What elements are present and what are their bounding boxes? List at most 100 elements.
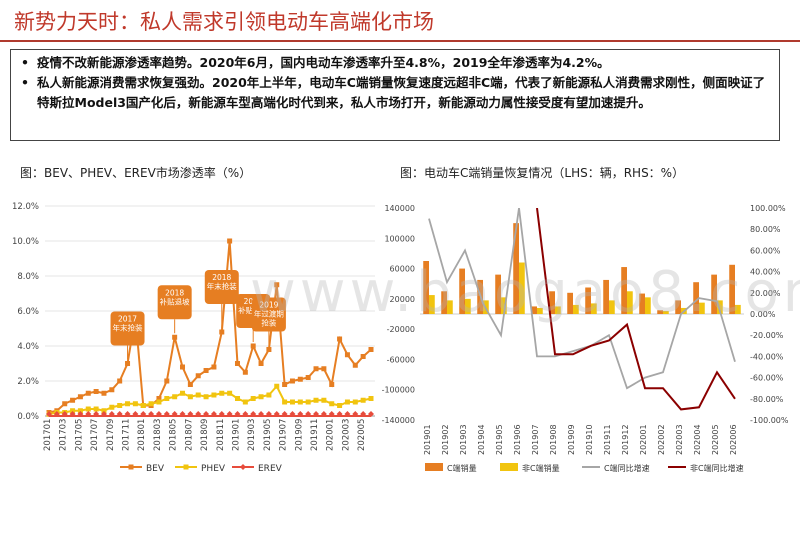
chart2-ytick-left-label: -20000: [387, 325, 415, 334]
chart1-point-erev: [336, 411, 343, 417]
chart1-annotation-text: 年末抢装: [113, 323, 143, 333]
chart1-point-erev: [46, 411, 52, 417]
chart1-annotation-text: 补贴退坡: [160, 296, 190, 306]
chart1-annotation-text: 抢装: [261, 318, 276, 328]
chart2-bar-nonc: [717, 300, 723, 314]
chart1-point-bev: [368, 347, 374, 352]
chart2-ytick-right-label: -80.00%: [750, 395, 784, 404]
chart2-xtick-label: 202005: [711, 424, 720, 455]
chart1-point-bev: [70, 397, 76, 403]
chart2-xtick-label: 201909: [567, 424, 576, 455]
chart1-point-bev: [77, 394, 83, 400]
chart1-xtick-label: 201705: [74, 419, 84, 451]
chart1-annotation-text: 年过渡期: [254, 309, 284, 319]
chart2-bar-c: [513, 223, 519, 314]
chart2-legend-label: C端同比增速: [604, 463, 650, 473]
chart1-point-bev: [313, 366, 319, 372]
chart2-legend-label: C端销量: [447, 463, 477, 473]
chart1-point-bev: [156, 396, 162, 401]
chart2-ytick-right-label: -100.00%: [750, 416, 789, 425]
chart1-point-phev: [203, 394, 209, 400]
chart1-point-phev: [329, 401, 335, 407]
chart1-point-erev: [132, 411, 139, 417]
chart1-annotation-text: 年末抢装: [207, 281, 237, 291]
chart1-point-erev: [328, 411, 335, 417]
chart1-point-erev: [352, 411, 359, 417]
chart1-point-bev: [187, 382, 193, 387]
chart2-xtick-label: 202001: [639, 424, 648, 455]
chart1-point-bev: [266, 347, 272, 352]
chart1-ytick-label: 6.0%: [17, 307, 39, 317]
chart1-point-erev: [344, 411, 351, 417]
chart1-point-phev: [344, 399, 350, 405]
chart2-bar-c: [459, 268, 465, 314]
chart1-xtick-label: 201803: [153, 419, 163, 451]
chart1-point-erev: [203, 411, 210, 417]
chart2-xtick-label: 201904: [477, 424, 486, 455]
chart1-point-erev: [195, 411, 202, 417]
chart1-point-phev: [85, 406, 91, 412]
chart1-point-phev: [313, 397, 319, 403]
chart1-point-phev: [274, 383, 280, 389]
chart1-xtick-label: 202005: [357, 419, 367, 451]
chart2-xtick-label: 201906: [513, 424, 522, 455]
chart1-legend-marker: [240, 464, 246, 470]
chart2-ytick-right-label: 40.00%: [750, 268, 781, 277]
chart1-point-bev: [219, 329, 225, 335]
chart1-point-erev: [368, 411, 374, 417]
chart1-point-phev: [180, 390, 186, 396]
chart1-point-bev: [360, 354, 366, 359]
chart1-point-erev: [289, 411, 296, 417]
chart1-point-bev: [250, 343, 256, 349]
chart1-point-bev: [211, 364, 217, 370]
title-divider: [0, 40, 800, 42]
chart2-bar-nonc: [663, 310, 669, 314]
chart1-point-phev: [289, 399, 295, 405]
chart1-point-bev: [85, 390, 91, 396]
chart1-point-phev: [109, 404, 115, 410]
chart1-point-phev: [211, 392, 217, 398]
chart1-point-erev: [313, 411, 320, 417]
chart1-point-bev: [164, 378, 170, 384]
chart1-point-phev: [125, 401, 131, 407]
chart2-bar-nonc: [447, 300, 453, 314]
chart1-point-bev: [62, 401, 68, 407]
chart1-point-phev: [234, 396, 240, 401]
chart2-xtick-label: 202002: [657, 424, 666, 455]
chart1-point-bev: [93, 389, 99, 394]
chart2-bar-nonc: [501, 297, 507, 314]
chart2-bar-nonc: [735, 304, 741, 314]
chart2-bar-nonc: [645, 297, 651, 314]
chart2-line-layer: [428, 208, 736, 411]
watermark: www.baogao8.com: [250, 260, 800, 325]
chart1-point-erev: [77, 411, 84, 417]
chart1-point-erev: [93, 411, 100, 417]
chart1-ytick-label: 12.0%: [12, 202, 39, 212]
chart1-point-phev: [352, 399, 358, 405]
chart1-point-bev: [242, 369, 248, 375]
chart2-series-line-nonc-yoy: [536, 208, 736, 411]
chart1-annotation-box: [204, 270, 239, 304]
chart1-legend-label: PHEV: [201, 464, 226, 474]
chart2-ytick-right-label: -20.00%: [750, 331, 784, 340]
chart2-xtick-label: 201908: [549, 424, 558, 455]
chart1-point-bev: [203, 368, 209, 373]
chart1-point-phev: [156, 399, 162, 405]
chart2-xtick-label: 201910: [585, 424, 594, 455]
chart1-xtick-label: 201909: [294, 419, 304, 451]
chart1-legend-label: BEV: [146, 464, 165, 474]
chart2-legend-label: 非C端销量: [522, 463, 560, 473]
chart2-ytick-right-label: 80.00%: [750, 225, 781, 234]
chart1-ytick-label: 4.0%: [17, 342, 39, 352]
chart1-point-erev: [148, 411, 155, 417]
chart1-ytick-label: 8.0%: [17, 272, 39, 282]
chart1-point-erev: [163, 411, 170, 417]
chart1-xtick-label: 201807: [184, 419, 194, 451]
chart1-point-erev: [320, 411, 327, 417]
chart1-point-bev: [109, 387, 115, 393]
chart1-point-phev: [117, 403, 123, 408]
chart1-point-phev: [70, 408, 76, 414]
chart1-annotation-text: 2018: [165, 288, 184, 297]
chart2-xtick-label: 202006: [729, 424, 738, 455]
chart1-xtick-label: 201707: [90, 419, 100, 451]
